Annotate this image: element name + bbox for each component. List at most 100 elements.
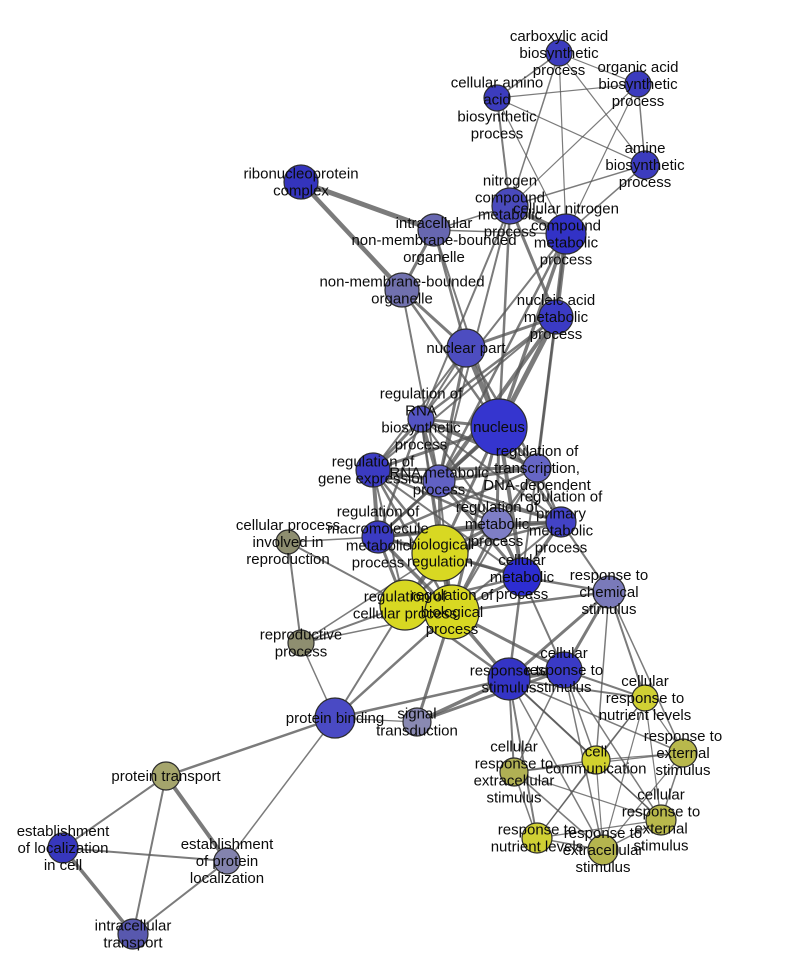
graph-node-cellular-response-to-nutrient-levels[interactable] <box>631 684 659 712</box>
graph-edge-ribonucleoprotein-complex--intracellular-non-membrane-bounded-organelle <box>300 179 435 233</box>
graph-edge-cellular-nitrogen-compound-metabolic-process--regulation-of-rna-biosynthetic-process <box>420 233 567 420</box>
graph-node-cellular-amino-acid-biosynthetic-process[interactable] <box>483 84 511 112</box>
graph-node-regulation-of-metabolic-process[interactable] <box>480 507 514 541</box>
graph-node-nucleus[interactable] <box>470 398 528 456</box>
graph-node-regulation-of-macromolecule-metabolic-process[interactable] <box>361 520 395 554</box>
node-label-regulation-of-metabolic-process: regulation of metabolic process <box>456 499 539 550</box>
node-label-establishment-of-localization-in-cell: establishment of localization in cell <box>17 823 110 874</box>
node-label-non-membrane-bounded-organelle: non-membrane-bounded organelle <box>319 274 484 308</box>
graph-edge-cellular-response-to-extracellular-stimulus--response-to-extracellular-stimulus <box>513 771 604 851</box>
graph-edge-cellular-amino-acid-biosynthetic-process--amine-biosynthetic-process <box>496 97 646 166</box>
graph-edge-response-to-stimulus--protein-binding <box>334 677 510 720</box>
graph-edge-regulation-of-rna-biosynthetic-process--regulation-of-primary-metabolic-process <box>420 418 562 523</box>
graph-edge-rna-metabolic-process--regulation-of-primary-metabolic-process <box>438 479 562 524</box>
graph-edge-cellular-process-involved-in-reproduction--reproductive-process <box>287 541 302 644</box>
graph-node-cellular-response-to-extracellular-stimulus[interactable] <box>499 757 529 787</box>
graph-edge-response-to-stimulus--response-to-nutrient-levels <box>508 678 538 839</box>
node-label-regulation-of-transcription-dna-dependent: regulation of transcription, DNA-dependent <box>483 443 591 494</box>
graph-edge-regulation-of-gene-expression--regulation-of-transcription-dna-dependent <box>372 466 538 472</box>
graph-node-cellular-metabolic-process[interactable] <box>502 557 542 597</box>
graph-node-cellular-response-to-stimulus[interactable] <box>545 651 583 689</box>
graph-node-regulation-of-gene-expression[interactable] <box>355 452 391 488</box>
graph-node-regulation-of-transcription-dna-dependent[interactable] <box>522 453 552 483</box>
node-label-nucleus: nucleus <box>473 419 525 436</box>
graph-node-intracellular-non-membrane-bounded-organelle[interactable] <box>417 213 451 247</box>
graph-edge-nitrogen-compound-metabolic-process--regulation-of-rna-biosynthetic-process <box>420 205 511 420</box>
graph-node-rna-metabolic-process[interactable] <box>422 464 456 498</box>
node-label-nitrogen-compound-metabolic-process: nitrogen compound metabolic process <box>475 173 545 241</box>
graph-edge-carboxylic-acid-biosynthetic-process--amine-biosynthetic-process <box>558 52 646 166</box>
graph-edge-ribonucleoprotein-complex--non-membrane-bounded-organelle <box>299 180 404 292</box>
node-label-organic-acid-biosynthetic-process: organic acid biosynthetic process <box>598 59 679 110</box>
graph-edge-cellular-nitrogen-compound-metabolic-process--nucleus <box>497 233 568 428</box>
graph-node-establishment-of-localization-in-cell[interactable] <box>47 832 79 864</box>
graph-node-amine-biosynthetic-process[interactable] <box>630 150 660 180</box>
graph-edge-cell-communication--response-to-nutrient-levels <box>536 759 597 839</box>
graph-edge-cellular-response-to-nutrient-levels--cellular-response-to-external-stimulus <box>644 697 662 821</box>
graph-node-regulation-of-rna-biosynthetic-process[interactable] <box>407 405 435 433</box>
graph-node-cell-communication[interactable] <box>581 745 611 775</box>
graph-node-protein-binding[interactable] <box>314 697 356 739</box>
graph-node-response-to-stimulus[interactable] <box>487 657 531 701</box>
node-label-cellular-response-to-extracellular-stimulus: cellular response to extracellular stimulus <box>474 739 555 807</box>
node-label-rna-metabolic-process: RNA metabolic process <box>389 465 489 499</box>
graph-edge-protein-transport--establishment-of-localization-in-cell <box>62 775 167 849</box>
graph-edge-cellular-response-to-external-stimulus--response-to-nutrient-levels <box>536 819 662 839</box>
node-label-nucleic-acid-metabolic-process: nucleic acid metabolic process <box>517 292 595 343</box>
node-label-regulation-of-gene-expression: regulation of gene expression <box>318 454 428 488</box>
node-label-cellular-response-to-external-stimulus: cellular response to external stimulus <box>622 787 700 855</box>
graph-edge-regulation-of-gene-expression--cellular-metabolic-process <box>372 469 523 578</box>
graph-node-regulation-of-biological-process[interactable] <box>424 584 480 640</box>
label-layer: carboxylic acid biosynthetic process organi… <box>17 28 722 952</box>
node-label-cellular-response-to-nutrient-levels: cellular response to nutrient levels <box>599 673 692 724</box>
graph-node-protein-transport[interactable] <box>151 761 181 791</box>
graph-node-reproductive-process[interactable] <box>287 629 315 657</box>
graph-edge-intracellular-non-membrane-bounded-organelle--nuclear-part <box>432 229 468 349</box>
graph-node-nitrogen-compound-metabolic-process[interactable] <box>491 187 529 225</box>
node-label-amine-biosynthetic-process: amine biosynthetic process <box>605 140 685 191</box>
graph-edge-cellular-response-to-extracellular-stimulus--cellular-response-to-external-stimulus <box>513 771 662 821</box>
graph-node-ribonucleoprotein-complex[interactable] <box>283 164 319 200</box>
graph-node-intracellular-transport[interactable] <box>117 918 149 950</box>
graph-edge-cellular-response-to-stimulus--cellular-response-to-external-stimulus <box>563 669 662 821</box>
graph-edge-establishment-of-protein-localization--protein-binding <box>226 717 336 862</box>
node-label-response-to-external-stimulus: response to external stimulus <box>644 728 722 779</box>
graph-node-response-to-chemical-stimulus[interactable] <box>592 575 626 609</box>
graph-node-response-to-nutrient-levels[interactable] <box>521 822 553 854</box>
graph-node-signal-transduction[interactable] <box>402 707 432 737</box>
node-label-response-to-stimulus: response to stimulus <box>470 663 548 697</box>
node-label-cellular-amino-acid-biosynthetic-process: cellular amino acid biosynthetic process <box>451 75 544 143</box>
graph-edge-regulation-of-transcription-dna-dependent--regulation-of-macromolecule-metabolic-process <box>377 466 538 539</box>
node-label-cellular-metabolic-process: cellular metabolic process <box>490 552 555 603</box>
graph-node-response-to-extracellular-stimulus[interactable] <box>587 834 619 866</box>
graph-node-organic-acid-biosynthetic-process[interactable] <box>624 70 652 98</box>
graph-node-regulation-of-primary-metabolic-process[interactable] <box>545 506 577 538</box>
graph-edge-nitrogen-compound-metabolic-process--nucleic-acid-metabolic-process <box>508 205 558 318</box>
graph-node-nuclear-part[interactable] <box>446 328 486 368</box>
node-label-cellular-process-involved-in-reproduction: cellular process involved in reproduction <box>236 517 340 568</box>
node-label-regulation-of-rna-biosynthetic-process: regulation of RNA biosynthetic process <box>380 386 463 454</box>
graph-edge-response-to-stimulus--response-to-external-stimulus <box>508 678 684 754</box>
graph-edge-establishment-of-protein-localization--intracellular-transport <box>132 860 228 935</box>
graph-edge-regulation-of-rna-biosynthetic-process--regulation-of-metabolic-process <box>420 418 498 525</box>
graph-edge-carboxylic-acid-biosynthetic-process--organic-acid-biosynthetic-process <box>558 52 639 85</box>
graph-node-cellular-process-involved-in-reproduction[interactable] <box>275 529 301 555</box>
graph-edge-carboxylic-acid-biosynthetic-process--cellular-nitrogen-compound-metabolic-process <box>558 52 567 235</box>
graph-edge-cellular-amino-acid-biosynthetic-process--cellular-nitrogen-compound-metabolic-process <box>496 97 567 235</box>
graph-edge-nucleus--regulation-of-biological-process <box>450 426 501 613</box>
graph-edge-organic-acid-biosynthetic-process--cellular-nitrogen-compound-metabolic-process <box>565 83 639 235</box>
graph-node-carboxylic-acid-biosynthetic-process[interactable] <box>545 39 573 67</box>
graph-node-nucleic-acid-metabolic-process[interactable] <box>538 299 574 335</box>
graph-edge-response-to-chemical-stimulus--response-to-stimulus <box>508 590 610 681</box>
graph-node-biological-regulation[interactable] <box>411 524 469 582</box>
graph-edge-response-to-chemical-stimulus--cellular-response-to-nutrient-levels <box>608 591 646 699</box>
graph-node-non-membrane-bounded-organelle[interactable] <box>384 272 420 308</box>
node-label-regulation-of-cellular-process: regulation of cellular process <box>353 589 457 623</box>
graph-node-establishment-of-protein-localization[interactable] <box>213 847 241 875</box>
graph-node-response-to-external-stimulus[interactable] <box>668 738 698 768</box>
graph-node-cellular-nitrogen-compound-metabolic-process[interactable] <box>545 213 587 255</box>
graph-node-cellular-response-to-external-stimulus[interactable] <box>645 804 677 836</box>
graph-edge-response-to-stimulus--response-to-extracellular-stimulus <box>508 678 604 851</box>
node-label-reproductive-process: reproductive process <box>260 627 343 661</box>
